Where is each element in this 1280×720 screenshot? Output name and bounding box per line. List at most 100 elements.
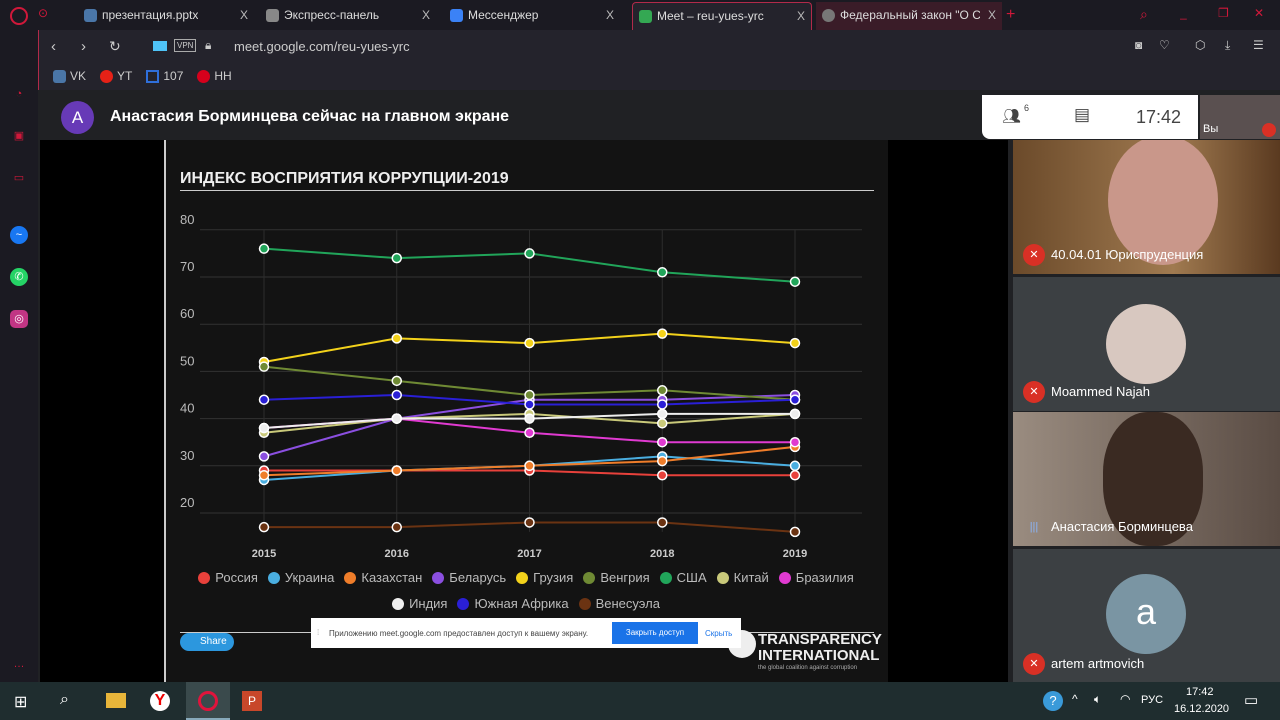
instagram-icon[interactable]: ◎ [10,310,28,328]
reload-button[interactable]: ↻ [109,38,121,54]
logo-tagline: the global coalition against corruption [758,665,858,671]
close-window-button[interactable]: ✕ [1254,6,1265,20]
download-icon[interactable]: ⤓ [1225,38,1231,52]
tab-express-panel[interactable]: Экспресс-панель X [260,2,436,30]
share-button[interactable]: Share [180,633,234,651]
notifications-icon[interactable]: ▭ [1244,692,1259,709]
data-point [657,517,668,528]
participant-tile[interactable]: ✕ Moammed Najah [1013,277,1280,411]
close-tab-button[interactable]: X [796,9,805,23]
minimize-button[interactable]: _ [1180,6,1187,20]
tab-meet[interactable]: Meet – reu-yues-yrc X [632,2,812,30]
legend-swatch [778,572,791,584]
gaming-icon[interactable]: ⊙ [38,6,49,20]
hide-button[interactable]: Скрыть [705,629,733,638]
legend-item: Венесуэла [578,591,660,617]
hh-icon [197,70,211,84]
chat-icon[interactable]: ▤ [1074,105,1091,124]
close-tab-button[interactable]: X [987,8,996,22]
tab-bar: ⊙ презентация.pptx X Экспресс-панель X Мес… [38,0,1280,30]
data-point [258,394,270,405]
legend-label: США [676,570,707,585]
cube-icon[interactable]: ⬡ [1195,38,1206,52]
data-point [789,469,801,481]
new-tab-button[interactable]: + [1006,6,1016,23]
settings-icon[interactable]: ☰ [1253,38,1264,52]
snapshot-icon[interactable]: ◙ [1135,38,1143,52]
speed-icon[interactable]: ◔ [15,88,23,100]
share-bar-text: Приложению meet.google.com предоставлен … [329,629,589,638]
stop-sharing-button[interactable]: Закрыть доступ [612,622,698,644]
opera-logo-icon[interactable] [10,7,28,25]
x-tick-label: 2016 [385,548,409,560]
clock-date[interactable]: 16.12.2020 [1174,703,1230,715]
help-icon[interactable]: ? [1043,691,1063,711]
self-label: Вы [1203,123,1219,135]
wifi-icon[interactable]: ◠ [1120,692,1131,706]
close-tab-button[interactable]: X [239,8,248,22]
search-tabs-icon[interactable]: ⌕ [1140,6,1148,22]
workspace-icon[interactable]: ▣ [13,130,25,142]
whatsapp-icon[interactable]: ✆ [10,268,28,286]
data-point [258,469,270,481]
legend-label: Индия [409,596,448,611]
self-view[interactable]: Вы [1200,95,1280,139]
bookmark-107[interactable]: 107 [146,69,184,84]
language-indicator[interactable]: РУС [1141,694,1164,706]
mic-off-icon: ✕ [1023,653,1045,675]
tray-chevron-icon[interactable]: ^ [1072,692,1078,706]
forward-button[interactable]: › [81,38,86,55]
participant-tile[interactable]: a ✕ artem artmovich [1013,549,1280,683]
search-icon[interactable]: ⌕ [60,691,69,708]
bookmark-label: YT [117,69,133,83]
bookmark-yt[interactable]: YT [100,69,133,84]
legend-row: Индия Южная Африка Венесуэла [166,591,886,617]
windows-start-icon[interactable]: ⊞ [14,694,28,711]
data-point [657,267,668,278]
browser-sidebar: ◔ ▣ ▭ ~ ✆ ◎ … [0,0,38,682]
youtube-icon [100,70,114,84]
bookmark-vk[interactable]: VK [53,69,86,84]
close-tab-button[interactable]: X [605,8,614,22]
opera-taskbar-button[interactable] [186,682,230,720]
powerpoint-icon[interactable]: P [242,691,262,711]
more-icon[interactable]: … [13,658,25,670]
data-point [657,385,668,396]
people-icon[interactable]: 👥︎ [1002,108,1022,125]
data-point [391,413,402,424]
messenger-icon[interactable]: ~ [10,226,28,244]
x-tick-label: 2019 [783,548,807,560]
participant-tile[interactable]: ||| Анастасия Борминцева [1013,412,1280,546]
x-tick-label: 2017 [517,548,541,560]
legend-item: Китай [716,565,769,591]
tab-presentation[interactable]: презентация.pptx X [78,2,254,30]
legend-swatch [716,572,729,584]
back-button[interactable]: ‹ [51,38,56,55]
data-point [391,252,402,264]
data-point [789,276,801,287]
close-tab-button[interactable]: X [421,8,430,22]
tab-federal-law[interactable]: Федеральный закон "О Сл X [816,2,1002,30]
logo-line2: INTERNATIONAL [758,647,880,664]
data-point [524,413,535,424]
url-field[interactable]: meet.google.com/reu-yues-yrc [234,39,410,54]
participant-video [1103,412,1203,546]
volume-icon[interactable]: 🔈︎ [1094,692,1102,706]
participant-tile[interactable]: ✕ 40.04.01 Юриспруденция [1013,140,1280,274]
yandex-icon[interactable]: Y [150,691,170,711]
twitch-icon[interactable]: ▭ [13,172,25,184]
drag-handle-icon[interactable]: ⁞ [317,628,320,637]
vpn-badge[interactable]: VPN [174,39,197,52]
tab-label: Экспресс-панель [284,8,380,22]
maximize-button[interactable]: ❐ [1218,6,1229,20]
bookmark-hh[interactable]: HH [197,69,232,84]
data-point [391,465,402,476]
bookmark-label: 107 [163,69,184,83]
tab-messenger[interactable]: Мессенджер X [444,2,620,30]
file-explorer-icon[interactable] [106,693,126,708]
messenger-icon [450,9,463,22]
opera-icon [198,691,218,711]
legend-item: Грузия [516,565,573,591]
heart-icon[interactable]: ♡ [1159,38,1170,52]
clock-time[interactable]: 17:42 [1186,686,1214,698]
